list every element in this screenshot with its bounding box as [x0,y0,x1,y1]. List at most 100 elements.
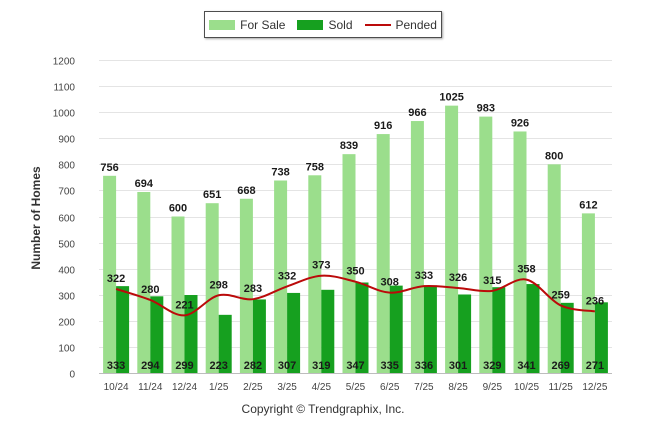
bar-for-sale [547,164,561,373]
copyright-text: Copyright © Trendgraphix, Inc. [241,402,405,416]
y-tick-label: 900 [58,135,75,146]
data-label-pended: 280 [141,284,159,296]
data-label-pended: 322 [107,273,125,285]
x-tick-label: 2/25 [243,382,263,393]
bar-for-sale [103,175,117,373]
data-label-pended: 236 [586,295,604,307]
data-label-sold: 282 [244,360,262,372]
x-tick-label: 3/25 [277,382,297,393]
bar-for-sale [445,105,459,373]
legend-label-pended: Pended [395,17,437,32]
x-tick-label: 10/24 [104,382,129,393]
data-label-for-sale: 651 [203,189,221,201]
data-label-sold: 307 [278,360,296,372]
bar-sold [355,282,369,373]
data-label-for-sale: 758 [306,161,324,173]
data-label-pended: 326 [449,272,467,284]
bar-for-sale [376,134,390,373]
legend-swatch-sold [297,19,324,30]
bar-sold [321,289,335,373]
bar-sold [560,302,574,373]
y-tick-label: 600 [58,214,75,225]
bar-sold [218,314,232,373]
data-label-for-sale: 800 [545,150,563,162]
data-label-pended: 221 [175,299,193,311]
y-tick-label: 800 [58,161,75,172]
bar-sold [287,292,301,373]
data-label-for-sale: 926 [511,117,529,129]
data-label-sold: 336 [415,360,433,372]
bar-sold [423,285,437,373]
x-tick-label: 7/25 [414,382,434,393]
data-label-for-sale: 983 [477,103,495,115]
y-tick-label: 0 [69,370,75,381]
data-label-sold: 341 [517,360,535,372]
x-tick-label: 12/24 [172,382,197,393]
legend-label-sold: Sold [328,17,353,32]
bar-sold [526,284,540,373]
data-label-for-sale: 916 [374,120,392,132]
data-label-sold: 347 [346,360,364,372]
y-tick-label: 400 [58,266,75,277]
y-tick-label: 1100 [53,83,75,94]
data-label-sold: 319 [312,360,330,372]
data-label-pended: 332 [278,270,296,282]
x-tick-label: 1/25 [209,382,229,393]
x-tick-label: 8/25 [448,382,468,393]
data-label-pended: 259 [552,289,570,301]
data-label-pended: 350 [346,266,364,278]
data-label-sold: 329 [483,360,501,372]
x-tick-label: 11/24 [138,382,163,393]
y-axis-title: Number of Homes [29,166,43,270]
data-label-for-sale: 668 [237,185,255,197]
legend-item-sold[interactable]: Sold [297,17,353,32]
bar-sold [150,296,164,373]
x-tick-label: 5/25 [346,382,366,393]
data-label-for-sale: 612 [579,199,597,211]
data-label-pended: 308 [381,277,399,289]
y-tick-label: 1200 [53,57,76,68]
bar-sold [594,302,608,373]
data-label-pended: 283 [244,283,262,295]
data-label-for-sale: 600 [169,203,187,215]
data-label-for-sale: 1025 [439,92,463,104]
bar-for-sale [171,216,185,373]
data-label-sold: 271 [586,360,604,372]
x-tick-label: 11/25 [549,382,574,393]
bar-sold [458,294,472,373]
data-label-for-sale: 756 [100,162,118,174]
data-label-sold: 299 [175,360,193,372]
x-tick-label: 12/25 [582,382,607,393]
legend-item-for-sale[interactable]: For Sale [209,18,285,32]
data-label-sold: 294 [141,360,160,372]
bar-for-sale [239,198,253,373]
bar-for-sale [342,154,356,373]
bar-for-sale [513,131,527,373]
data-label-pended: 298 [210,279,228,291]
bar-for-sale [205,203,219,373]
data-label-sold: 301 [449,360,467,372]
y-tick-label: 1000 [53,109,76,120]
bar-sold [116,286,130,373]
bar-for-sale [581,213,595,373]
bar-for-sale [410,121,424,373]
legend-swatch-for-sale [209,19,236,30]
y-tick-label: 500 [58,240,75,251]
bar-sold [492,287,506,373]
y-tick-label: 300 [58,292,75,303]
bar-for-sale [137,191,151,373]
bar-for-sale [479,116,493,373]
data-label-for-sale: 839 [340,140,358,152]
legend-label-for-sale: For Sale [240,17,286,32]
bar-sold [389,285,403,373]
data-label-for-sale: 738 [271,167,289,179]
data-label-pended: 358 [517,264,535,276]
legend: For Sale Sold Pended [204,11,442,38]
bar-for-sale [274,180,288,373]
legend-item-pended[interactable]: Pended [364,17,437,32]
y-tick-label: 700 [58,187,75,198]
data-label-sold: 335 [381,360,399,372]
legend-swatch-pended [364,23,391,26]
bar-for-sale [308,175,322,373]
